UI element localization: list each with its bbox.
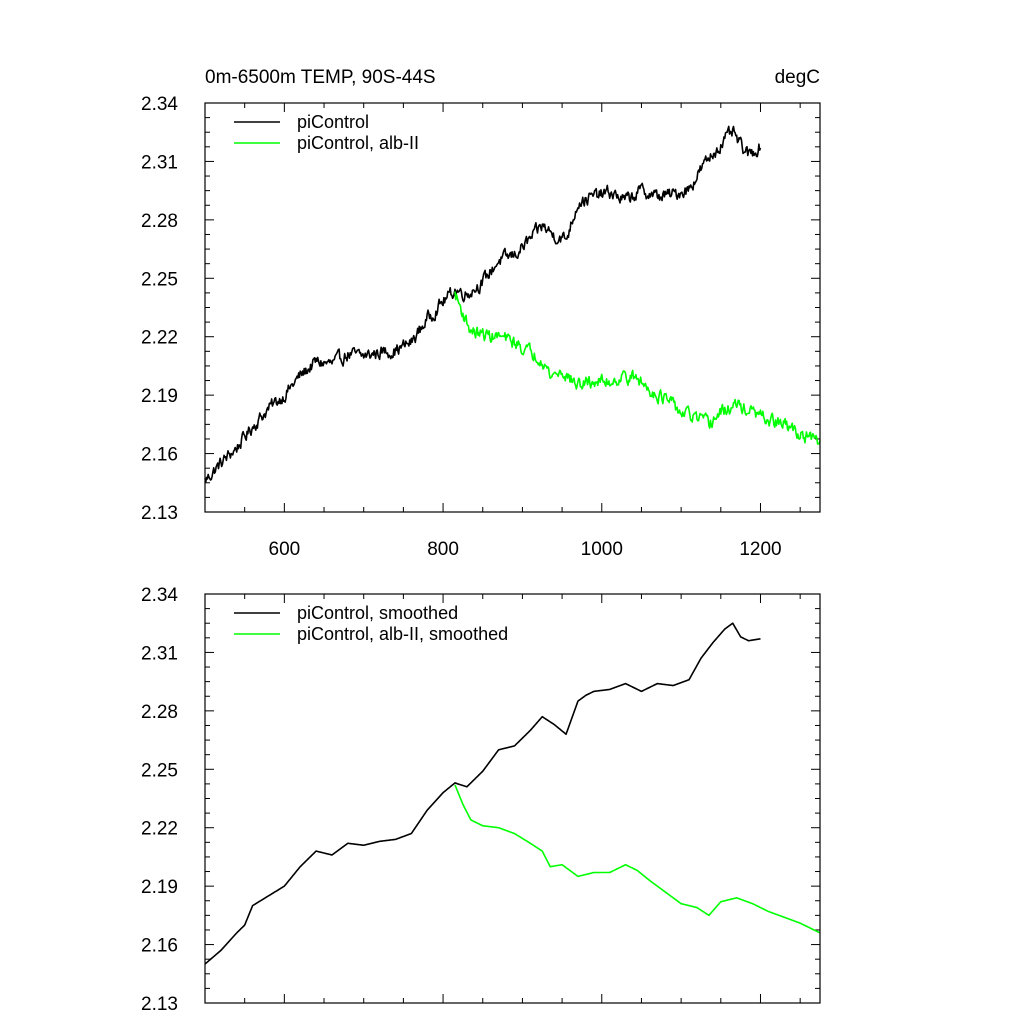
bottom-panel: 2.13 2.16 2.19 2.22 2.25 2.28 2.31 2.34 piContr… bbox=[141, 585, 821, 1015]
legend-label: piControl bbox=[297, 112, 369, 132]
y-tick-label: 2.22 bbox=[141, 328, 178, 349]
series-line-picontrol bbox=[204, 622, 761, 965]
x-tick-label: 1200 bbox=[739, 539, 781, 560]
bottom-plot-frame bbox=[204, 593, 821, 1004]
top-series-layer bbox=[204, 125, 821, 483]
legend-label: piControl, alb-II, smoothed bbox=[297, 624, 508, 644]
top-plot-frame bbox=[204, 102, 821, 513]
x-tick-label: 1000 bbox=[581, 539, 623, 560]
series-line-picontrol-alb-ii bbox=[454, 291, 821, 445]
y-tick-label: 2.13 bbox=[141, 994, 178, 1015]
y-tick-label: 2.16 bbox=[141, 936, 178, 957]
bottom-series-layer bbox=[204, 622, 821, 965]
top-panel: 0m-6500m TEMP, 90S-44S degC 2.13 2.16 2.19… bbox=[141, 67, 821, 560]
y-tick-label: 2.25 bbox=[141, 269, 178, 290]
y-tick-label: 2.31 bbox=[141, 152, 178, 173]
series-line-picontrol bbox=[204, 125, 762, 483]
y-tick-label: 2.16 bbox=[141, 445, 178, 466]
y-tick-label: 2.34 bbox=[141, 585, 178, 606]
x-tick-label: 800 bbox=[427, 539, 459, 560]
y-tick-label: 2.19 bbox=[141, 386, 178, 407]
x-tick-label: 600 bbox=[269, 539, 301, 560]
title-left: 0m-6500m TEMP, 90S-44S bbox=[205, 67, 436, 88]
title-right: degC bbox=[775, 67, 820, 88]
y-tick-label: 2.13 bbox=[141, 503, 178, 524]
y-tick-label: 2.19 bbox=[141, 877, 178, 898]
legend-label: piControl, smoothed bbox=[297, 603, 458, 623]
y-tick-label: 2.31 bbox=[141, 643, 178, 664]
y-tick-label: 2.34 bbox=[141, 94, 178, 115]
bottom-axis-ticks: 2.13 2.16 2.19 2.22 2.25 2.28 2.31 2.34 bbox=[141, 585, 820, 1015]
y-tick-label: 2.25 bbox=[141, 760, 178, 781]
top-axis-ticks: 2.13 2.16 2.19 2.22 2.25 2.28 2.31 2.34 600 800 10… bbox=[141, 94, 820, 560]
series-line-picontrol-alb-ii bbox=[454, 784, 821, 934]
legend-label: piControl, alb-II bbox=[297, 133, 419, 153]
y-tick-label: 2.22 bbox=[141, 819, 178, 840]
y-tick-label: 2.28 bbox=[141, 211, 178, 232]
y-tick-label: 2.28 bbox=[141, 702, 178, 723]
